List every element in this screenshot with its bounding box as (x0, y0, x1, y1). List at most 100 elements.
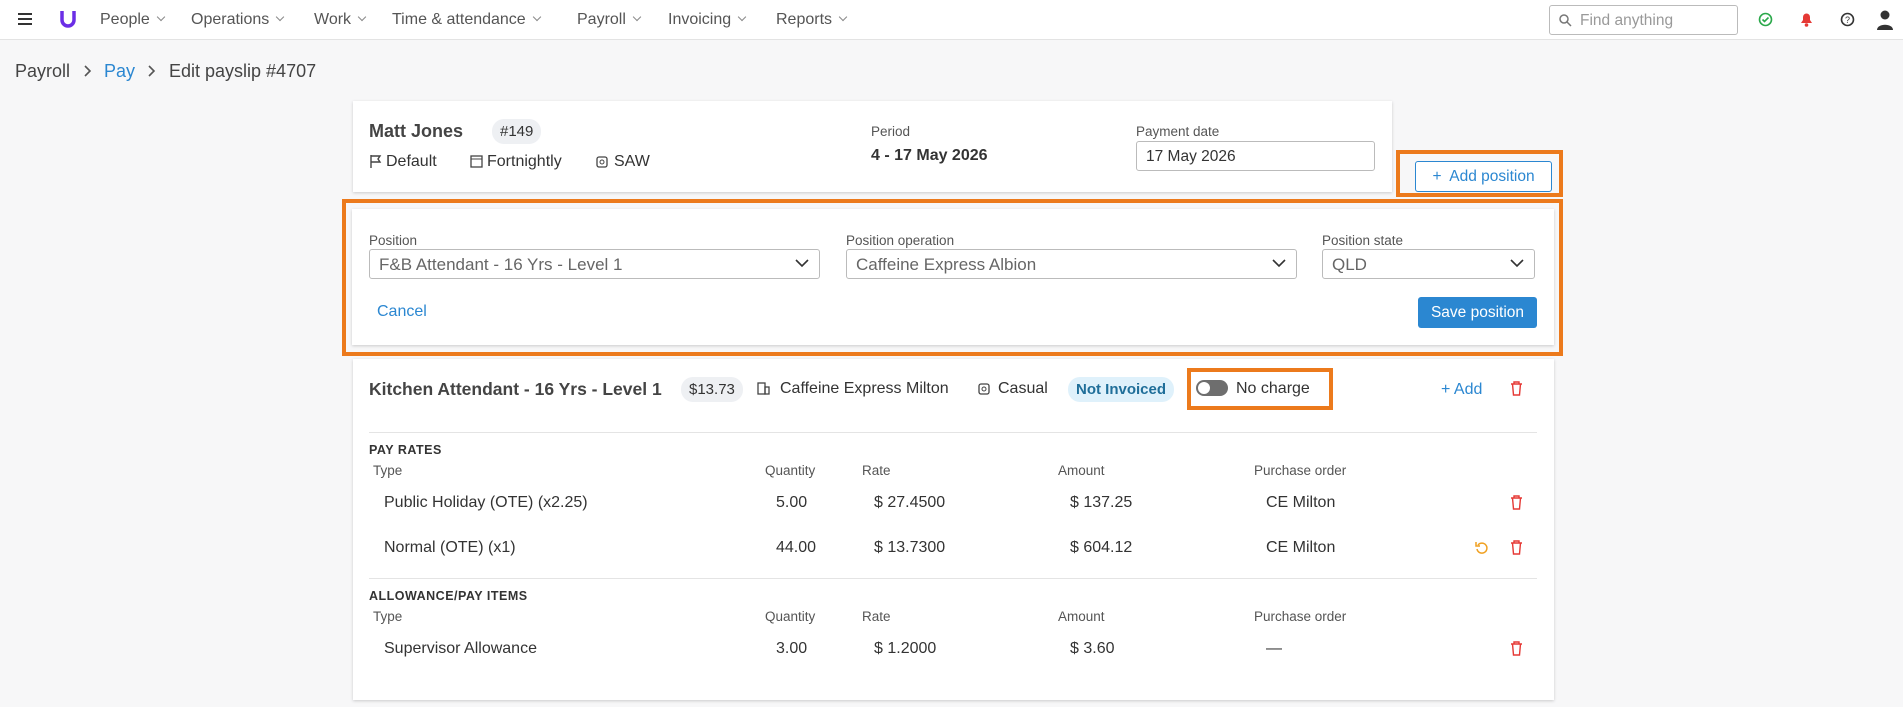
tag: Fortnightly (487, 153, 562, 170)
calendar-icon (470, 155, 483, 168)
employee-name: Matt Jones (369, 121, 464, 141)
chevron (148, 65, 156, 77)
employee-card: Matt Jones #149 Default Fortnightly SAW … (353, 101, 1392, 192)
cell: Public Holiday (OTE) (x2.25) (384, 494, 588, 511)
delete-icon[interactable] (1510, 381, 1523, 396)
column-header: Purchase order (1254, 609, 1347, 624)
button-label: Add position (1449, 168, 1535, 185)
select-value: Caffeine Express Albion (856, 255, 1037, 274)
badge-icon (596, 156, 608, 168)
toggle[interactable] (1196, 380, 1228, 396)
nav-item[interactable]: Reports (776, 11, 846, 29)
divider (369, 578, 1537, 579)
building-icon (757, 382, 770, 395)
menu-icon[interactable] (18, 13, 32, 25)
nav-item[interactable]: People (100, 11, 164, 29)
cell: 5.00 (776, 494, 808, 511)
cell: Normal (OTE) (x1) (384, 539, 516, 556)
user-icon[interactable] (1877, 9, 1893, 30)
save-position-button[interactable]: Save position (1418, 297, 1537, 328)
cell: $ 137.25 (1070, 494, 1133, 511)
delete-icon[interactable] (1510, 495, 1523, 515)
select[interactable]: QLD (1322, 249, 1535, 279)
column-header: Quantity (765, 609, 816, 624)
chevron (84, 65, 92, 77)
field-label: Payment date (1136, 124, 1220, 139)
select[interactable]: F&B Attendant - 16 Yrs - Level 1 (369, 249, 820, 279)
nav-item[interactable]: Operations (191, 11, 283, 29)
bell-icon[interactable] (1799, 11, 1814, 28)
cell: $ 1.2000 (874, 640, 937, 657)
top-nav: People Operations Work Time & attendance… (0, 0, 1903, 40)
column-header: Purchase order (1254, 463, 1347, 478)
field-label: Period (871, 124, 911, 139)
help-icon[interactable]: ? (1840, 12, 1855, 27)
status-icon[interactable] (1758, 12, 1773, 27)
flag-icon (370, 155, 382, 168)
select-value: F&B Attendant - 16 Yrs - Level 1 (379, 255, 623, 274)
nav-item[interactable]: Time & attendance (392, 11, 540, 29)
cell: CE Milton (1266, 539, 1336, 556)
period: 4 - 17 May 2026 (871, 147, 988, 164)
column-header: Rate (862, 463, 891, 478)
status-badge: Not Invoiced (1068, 377, 1175, 402)
breadcrumb[interactable]: Payroll (15, 61, 71, 81)
employee-id: #149 (492, 119, 542, 144)
add-position-button[interactable]: + Add position (1415, 161, 1552, 192)
section-title: ALLOWANCE/PAY ITEMS (369, 589, 528, 603)
section-title: PAY RATES (369, 443, 442, 457)
revert-icon[interactable] (1475, 541, 1489, 560)
delete-icon[interactable] (1510, 540, 1523, 560)
cell: $ 3.60 (1070, 640, 1115, 657)
cell: $ 604.12 (1070, 539, 1133, 556)
search-icon (1559, 14, 1572, 27)
cell: Supervisor Allowance (384, 640, 537, 657)
column-header: Type (373, 463, 403, 478)
highlight (342, 199, 1563, 356)
nav-item[interactable]: Invoicing (668, 11, 745, 29)
search-placeholder: Find anything (1580, 12, 1674, 29)
column-header: Rate (862, 609, 891, 624)
operation: Caffeine Express Milton (780, 380, 949, 397)
field-label: Position operation (846, 233, 955, 248)
column-header: Amount (1058, 463, 1105, 478)
position-title: Kitchen Attendant - 16 Yrs - Level 1 (369, 379, 662, 399)
highlight (1396, 150, 1563, 197)
highlight (1187, 368, 1333, 410)
select[interactable]: Caffeine Express Albion (846, 249, 1297, 279)
field-label: Position (369, 233, 418, 248)
column-header: Quantity (765, 463, 816, 478)
cell: CE Milton (1266, 494, 1336, 511)
cancel-link[interactable]: Cancel (377, 303, 427, 320)
breadcrumb-current: Edit payslip #4707 (169, 61, 317, 81)
link-label: Add (1453, 381, 1483, 398)
tag: SAW (614, 153, 650, 170)
column-header: Amount (1058, 609, 1105, 624)
logo[interactable] (59, 9, 77, 29)
column-header: Type (373, 609, 403, 624)
position-form: Position Position operation Position sta… (352, 209, 1554, 345)
button-label: Save position (1430, 304, 1525, 321)
toggle-label: No charge (1236, 380, 1310, 397)
cell: $ 27.4500 (874, 494, 946, 511)
position-card: Kitchen Attendant - 16 Yrs - Level 1 $13… (353, 359, 1554, 700)
add-link[interactable]: + Add (1441, 381, 1483, 398)
cell: 3.00 (776, 640, 808, 657)
badge-icon (978, 383, 990, 395)
delete-icon[interactable] (1510, 641, 1523, 661)
date-input[interactable]: 17 May 2026 (1136, 141, 1375, 171)
date-value: 17 May 2026 (1146, 148, 1236, 165)
field-label: Position state (1322, 233, 1404, 248)
nav-item[interactable]: Work (314, 11, 365, 29)
nav-item[interactable]: Payroll (577, 11, 640, 29)
select-value: QLD (1332, 255, 1367, 274)
rate-badge: $13.73 (681, 377, 743, 402)
cell: — (1266, 640, 1282, 657)
tag: Default (386, 153, 437, 170)
cell: $ 13.7300 (874, 539, 946, 556)
cell: 44.00 (776, 539, 817, 556)
svg-text:?: ? (1845, 15, 1850, 25)
search-box[interactable]: Find anything (1549, 5, 1738, 35)
breadcrumb[interactable]: Pay (104, 61, 136, 81)
